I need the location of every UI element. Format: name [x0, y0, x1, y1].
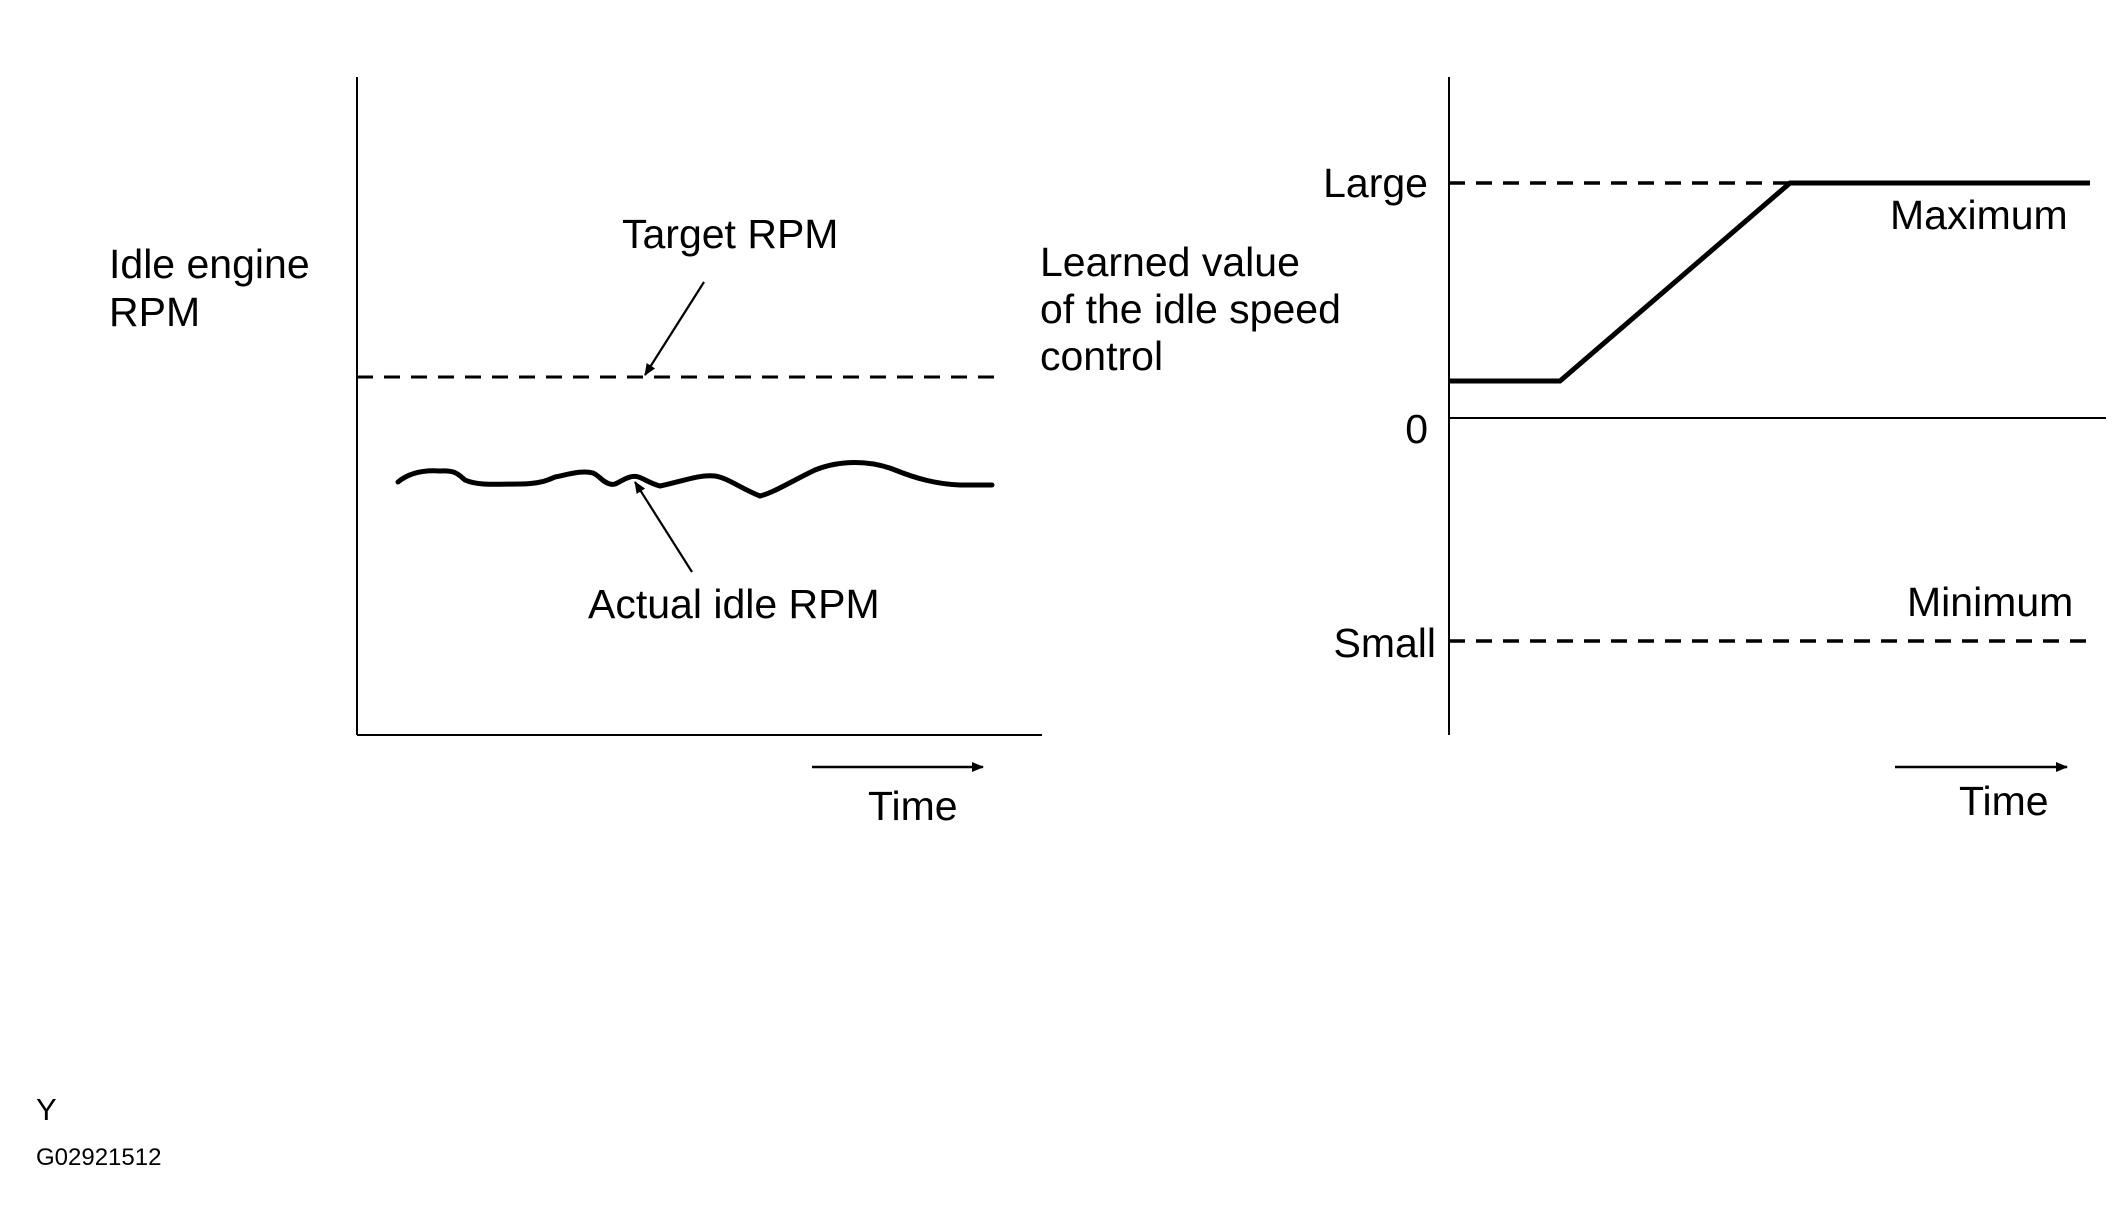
target-rpm-arrow — [644, 281, 705, 376]
actual-idle-rpm-curve — [395, 460, 995, 499]
right-chart: Learned value of the idle speed control … — [1040, 77, 2106, 824]
right-y-label-line2: of the idle speed — [1040, 286, 1341, 332]
tick-large: Large — [1323, 160, 1428, 206]
right-y-label-line1: Learned value — [1040, 239, 1300, 285]
right-time-label: Time — [1959, 778, 2049, 824]
actual-idle-rpm-label: Actual idle RPM — [588, 581, 880, 627]
figure-id: G02921512 — [36, 1144, 161, 1171]
left-y-label-line1: Idle engine — [109, 241, 310, 287]
learned-value-curve — [1449, 180, 2090, 384]
actual-rpm-arrow — [634, 481, 693, 573]
figure-footer: Y G02921512 — [36, 1092, 161, 1171]
tick-small: Small — [1333, 620, 1436, 666]
left-chart: Idle engine RPM Target RPM Actual idle R… — [109, 77, 1042, 829]
footer-code-letter: Y — [36, 1092, 57, 1127]
target-rpm-label: Target RPM — [622, 211, 838, 257]
left-y-label-line2: RPM — [109, 289, 200, 335]
left-time-label: Time — [868, 783, 958, 829]
maximum-label: Maximum — [1890, 192, 2068, 238]
right-y-label-line3: control — [1040, 333, 1163, 379]
minimum-label: Minimum — [1907, 579, 2073, 625]
tick-zero: 0 — [1405, 406, 1428, 452]
